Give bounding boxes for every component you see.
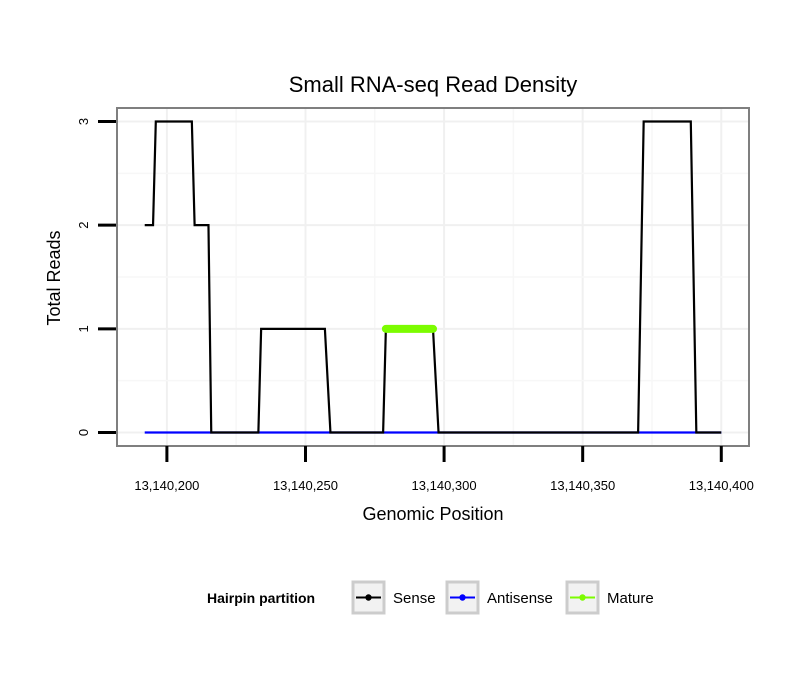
x-tick-label: 13,140,250 <box>273 478 338 493</box>
legend-label-antisense: Antisense <box>487 590 553 607</box>
x-tick-label: 13,140,300 <box>412 478 477 493</box>
legend-point-antisense <box>459 594 466 601</box>
y-tick-label: 0 <box>76 429 91 436</box>
chart-title: Small RNA-seq Read Density <box>289 72 578 97</box>
y-axis: 0 1 2 3 <box>76 118 116 436</box>
series-layer <box>144 120 722 434</box>
y-tick-label: 2 <box>76 222 91 229</box>
legend-item-mature: Mature <box>565 580 654 615</box>
legend-label-sense: Sense <box>393 590 436 607</box>
y-tick-label: 1 <box>76 325 91 332</box>
legend: Hairpin partition Sense Antisense Mature <box>207 580 654 615</box>
plot-panel-border <box>116 107 750 447</box>
legend-title: Hairpin partition <box>207 590 315 606</box>
legend-key-mature <box>565 580 600 615</box>
legend-label-mature: Mature <box>607 590 654 607</box>
legend-point-sense <box>365 594 372 601</box>
x-tick-label: 13,140,400 <box>689 478 754 493</box>
series-line-sense <box>144 120 722 434</box>
y-tick-label: 3 <box>76 118 91 125</box>
x-tick-label: 13,140,200 <box>134 478 199 493</box>
x-tick-label: 13,140,350 <box>550 478 615 493</box>
legend-item-sense: Sense <box>351 580 436 615</box>
legend-item-antisense: Antisense <box>445 580 553 615</box>
x-axis: 13,140,200 13,140,250 13,140,300 13,140,350… <box>134 446 754 493</box>
y-axis-title: Total Reads <box>44 230 64 325</box>
legend-point-mature <box>579 594 586 601</box>
x-axis-title: Genomic Position <box>362 504 503 524</box>
